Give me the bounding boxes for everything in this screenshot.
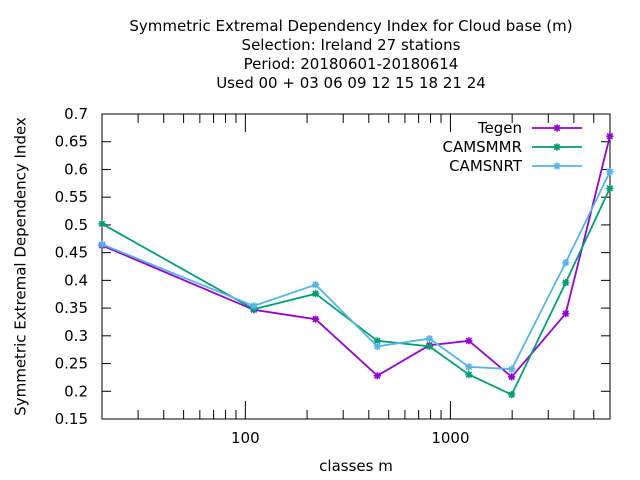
series-line bbox=[101, 135, 611, 379]
y-tick-label: 0.35 bbox=[55, 299, 88, 317]
data-point bbox=[508, 365, 516, 373]
data-point bbox=[425, 334, 434, 343]
chart-title: Symmetric Extremal Dependency Index for … bbox=[129, 17, 572, 92]
data-point bbox=[562, 278, 570, 287]
legend-label: Tegen bbox=[477, 119, 522, 137]
series-camsmmr bbox=[98, 184, 614, 399]
data-point bbox=[606, 168, 614, 176]
data-point bbox=[98, 220, 106, 228]
data-point bbox=[508, 391, 516, 399]
y-tick-label: 0.55 bbox=[55, 188, 88, 206]
legend-marker bbox=[553, 162, 561, 170]
data-point bbox=[311, 290, 320, 298]
title-line: Symmetric Extremal Dependency Index for … bbox=[129, 17, 572, 35]
title-line: Selection: Ireland 27 stations bbox=[242, 36, 461, 54]
legend-label: CAMSMMR bbox=[442, 138, 522, 156]
data-point bbox=[465, 337, 473, 345]
series-camsnrt bbox=[98, 168, 614, 373]
y-tick-label: 0.6 bbox=[64, 160, 88, 178]
y-tick-label: 0.15 bbox=[55, 410, 88, 428]
data-point bbox=[373, 372, 381, 380]
legend-marker bbox=[553, 143, 561, 151]
x-tick-label: 1000 bbox=[431, 429, 469, 447]
plot-frame bbox=[101, 113, 611, 420]
y-axis: 0.15 0.2 0.25 0.3 0.35 0.4 0.45 0.5 0.55 0.6 0.65 0… bbox=[55, 105, 610, 428]
data-point bbox=[606, 184, 614, 192]
legend-label: CAMSNRT bbox=[449, 157, 523, 175]
y-tick-label: 0.65 bbox=[55, 133, 88, 151]
data-point bbox=[425, 342, 434, 350]
data-point bbox=[562, 259, 570, 267]
y-tick-label: 0.3 bbox=[64, 327, 88, 345]
data-point bbox=[465, 371, 473, 379]
series-line bbox=[101, 187, 611, 396]
data-point bbox=[250, 302, 258, 310]
series-line bbox=[101, 171, 611, 371]
y-tick-label: 0.25 bbox=[55, 355, 88, 373]
data-point bbox=[98, 240, 106, 248]
data-point bbox=[311, 281, 320, 289]
y-tick-label: 0.4 bbox=[64, 271, 88, 289]
data-point bbox=[465, 363, 473, 371]
data-point bbox=[373, 342, 381, 350]
data-point bbox=[311, 315, 320, 323]
legend-marker bbox=[553, 124, 561, 132]
y-tick-label: 0.2 bbox=[64, 382, 88, 400]
y-tick-label: 0.5 bbox=[64, 216, 88, 234]
y-tick-label: 0.45 bbox=[55, 244, 88, 262]
x-axis: 100 1000 bbox=[101, 114, 611, 447]
x-axis-label: classes m bbox=[319, 457, 393, 475]
title-line: Period: 20180601-20180614 bbox=[244, 55, 459, 73]
data-point bbox=[373, 337, 381, 345]
data-point bbox=[562, 310, 570, 318]
data-point bbox=[508, 373, 516, 381]
y-axis-label: Symmetric Extremal Dependency Index bbox=[11, 117, 29, 416]
y-tick-label: 0.7 bbox=[64, 105, 88, 123]
title-line: Used 00 + 03 06 09 12 15 18 21 24 bbox=[216, 74, 486, 92]
data-point bbox=[606, 132, 614, 140]
x-tick-label: 100 bbox=[231, 429, 260, 447]
series-group bbox=[98, 132, 614, 399]
